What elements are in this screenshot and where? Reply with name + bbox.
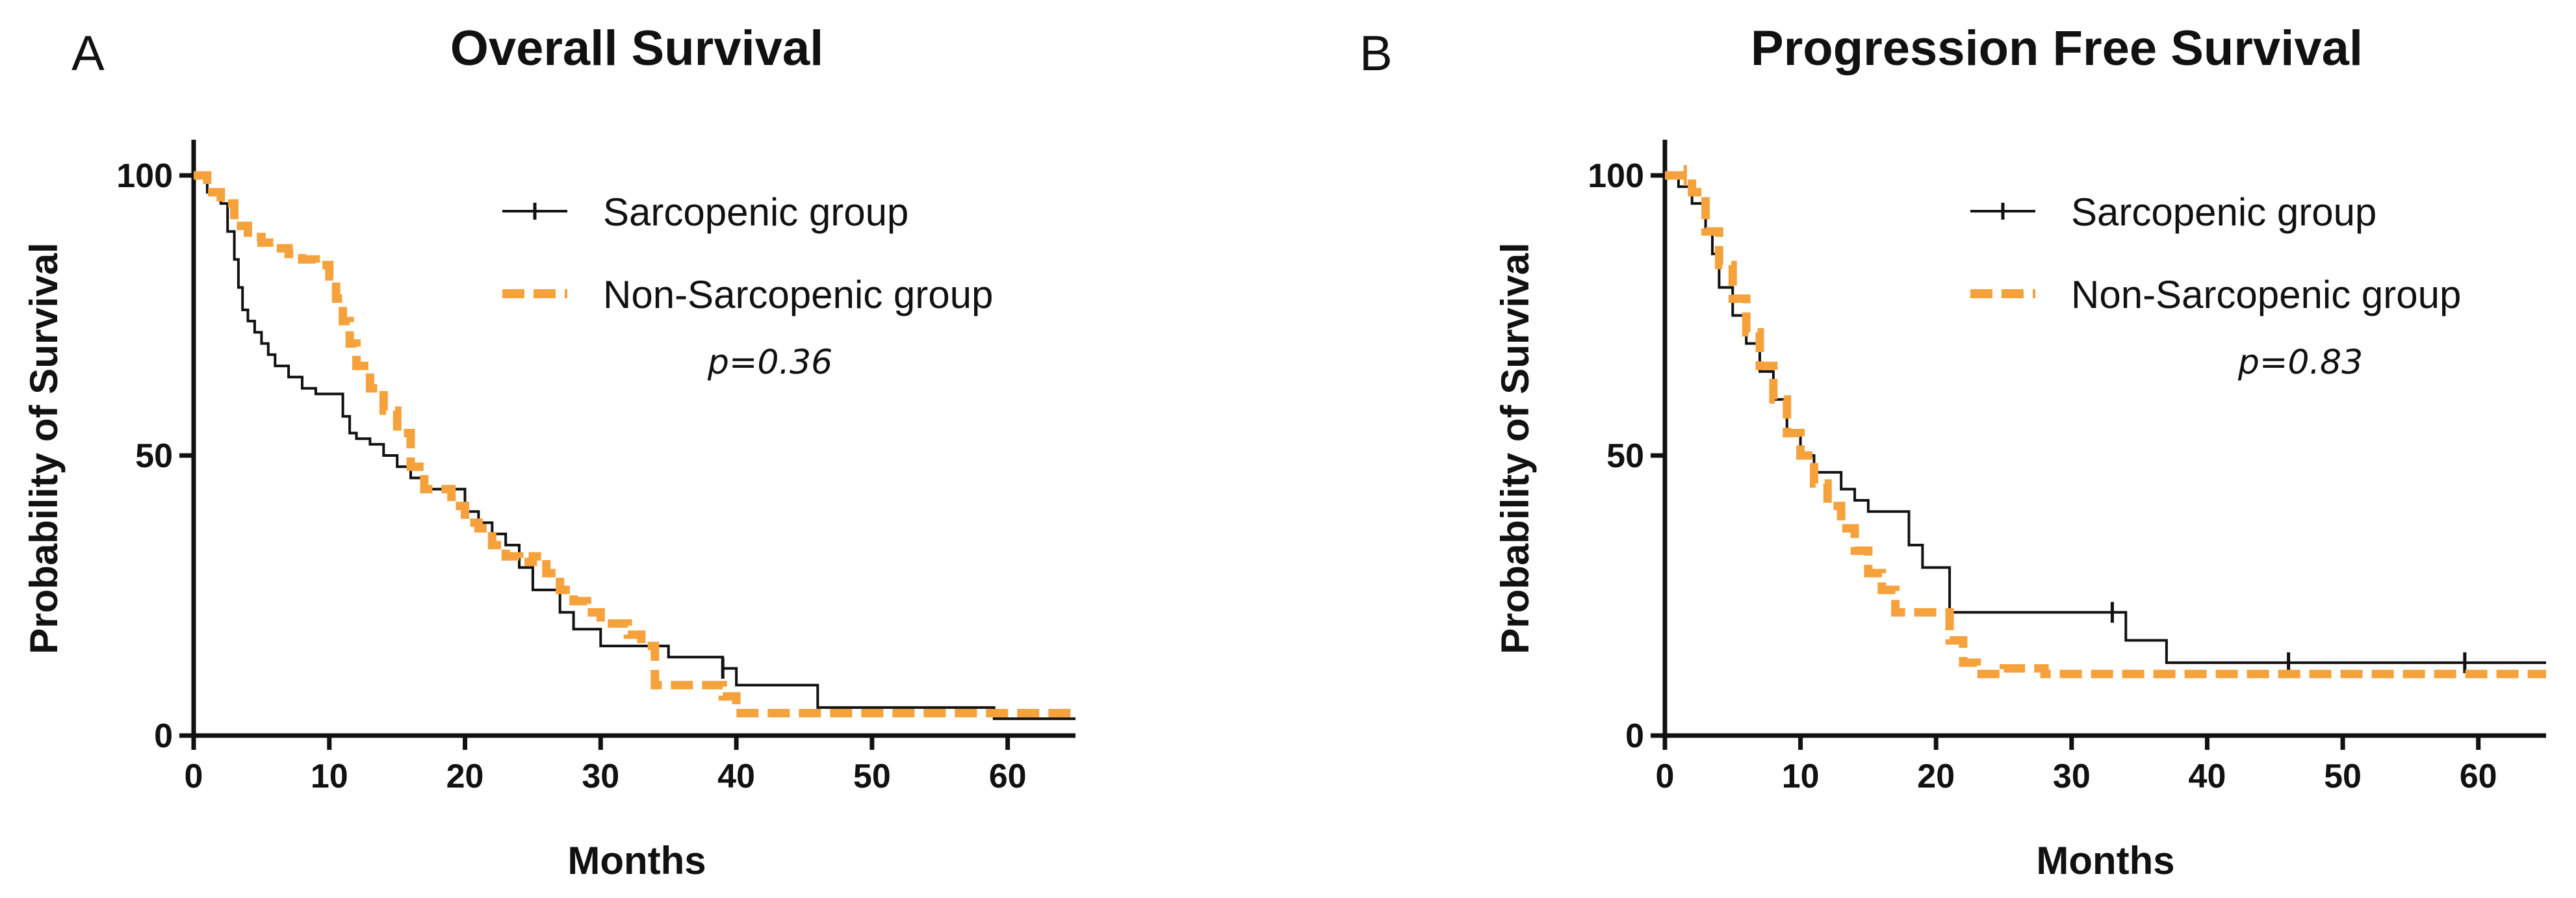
legend: Sarcopenic group Non-Sarcopenic group xyxy=(1970,190,2461,316)
x-tick-label: 0 xyxy=(1656,758,1675,795)
x-axis-label: Months xyxy=(2036,839,2174,882)
x-tick-label: 40 xyxy=(717,758,755,795)
x-tick-label: 60 xyxy=(2460,758,2497,795)
x-tick-label: 10 xyxy=(311,758,348,795)
y-tick-label: 50 xyxy=(135,437,173,475)
chart-title: Progression Free Survival xyxy=(1751,21,2363,76)
plot-area: 0 10 20 30 40 50 60 0 50 100 xyxy=(116,140,1075,795)
chart-title: Overall Survival xyxy=(450,21,824,76)
panel-b: B Progression Free Survival Months Proba… xyxy=(1359,21,2546,882)
x-tick-label: 10 xyxy=(1782,758,1820,795)
y-tick-label: 0 xyxy=(154,717,173,755)
y-axis-label: Probability of Survival xyxy=(22,242,66,654)
y-tick-label: 50 xyxy=(1606,437,1644,475)
legend-label-sarcopenic: Sarcopenic group xyxy=(2071,190,2376,234)
x-tick-label: 50 xyxy=(2324,758,2362,795)
panel-letter: B xyxy=(1359,26,1393,81)
x-tick-label: 30 xyxy=(582,758,619,795)
x-tick-label: 20 xyxy=(1917,758,1955,795)
series-line-sarcopenic xyxy=(194,174,1075,721)
x-tick-label: 60 xyxy=(989,758,1027,795)
x-tick-label: 0 xyxy=(185,758,203,795)
legend: Sarcopenic group Non-Sarcopenic group xyxy=(502,190,993,316)
legend-label-non-sarcopenic: Non-Sarcopenic group xyxy=(603,273,993,316)
y-tick-label: 0 xyxy=(1625,717,1644,755)
x-tick-label: 20 xyxy=(446,758,484,795)
legend-label-sarcopenic: Sarcopenic group xyxy=(603,190,908,234)
plot-area: 0 10 20 30 40 50 60 0 50 100 xyxy=(1588,140,2546,795)
panel-a: A Overall Survival Months Probability of… xyxy=(22,21,1075,882)
x-axis-label: Months xyxy=(567,839,706,882)
p-value-annotation: p=0.83 xyxy=(2237,343,2363,382)
series-line-sarcopenic xyxy=(1665,174,2546,664)
legend-label-non-sarcopenic: Non-Sarcopenic group xyxy=(2071,273,2461,316)
series-line-non-sarcopenic xyxy=(1665,171,2546,678)
y-tick-label: 100 xyxy=(1588,157,1644,195)
x-tick-label: 50 xyxy=(853,758,891,795)
series-line-non-sarcopenic xyxy=(194,171,1075,717)
panel-letter: A xyxy=(71,26,105,81)
x-tick-label: 30 xyxy=(2053,758,2091,795)
y-axis-label: Probability of Survival xyxy=(1493,242,1537,654)
x-tick-label: 40 xyxy=(2189,758,2226,795)
p-value-annotation: p=0.36 xyxy=(707,343,832,382)
y-tick-label: 100 xyxy=(116,157,173,195)
